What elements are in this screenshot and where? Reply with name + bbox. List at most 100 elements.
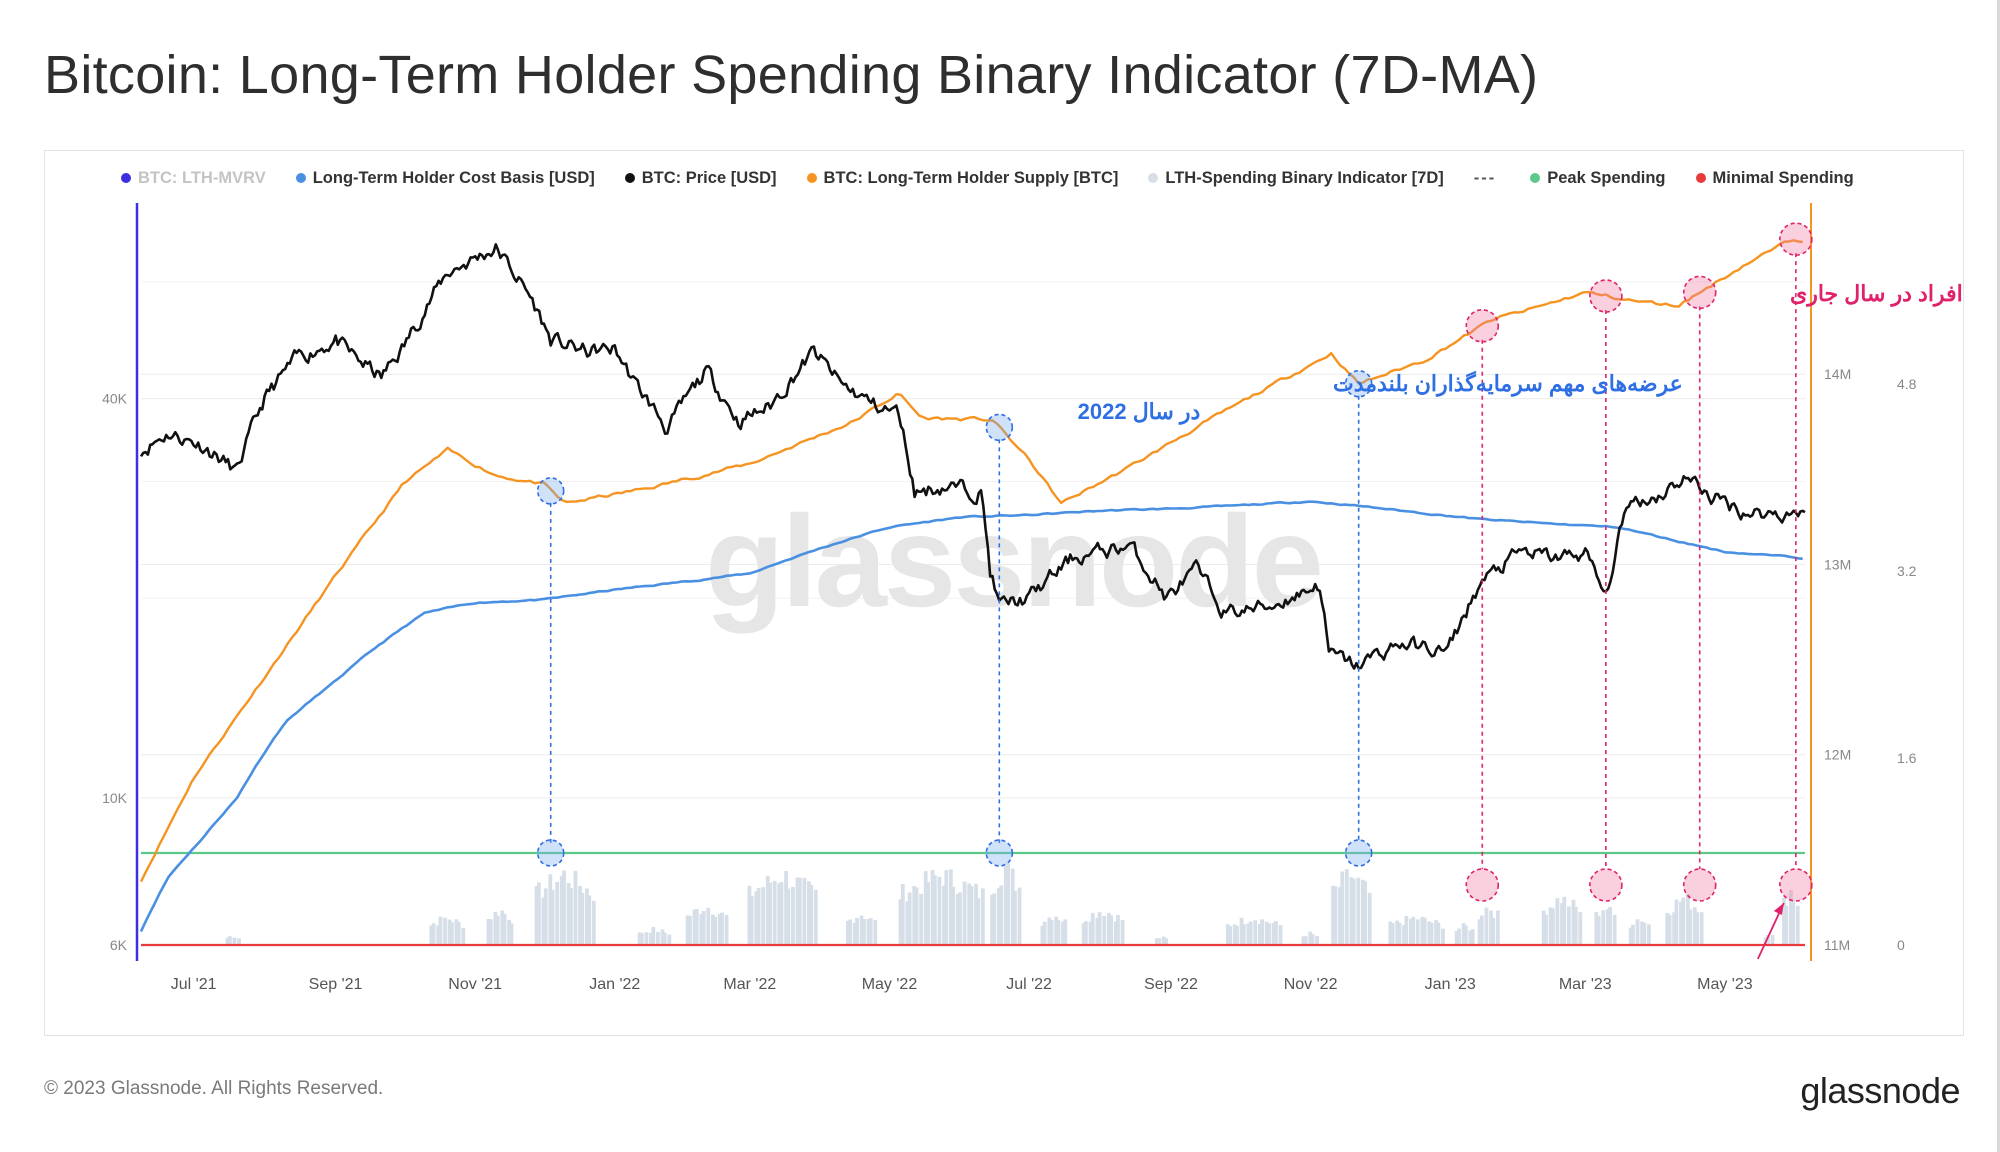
binary-bar <box>859 915 864 945</box>
binary-bar <box>502 914 507 945</box>
legend-item[interactable]: Long-Term Holder Cost Basis [USD] <box>295 169 595 188</box>
binary-bar <box>1578 912 1583 945</box>
binary-bar <box>756 888 761 945</box>
binary-bar <box>923 871 928 945</box>
binary-bar <box>944 870 949 945</box>
binary-bar <box>569 888 573 945</box>
binary-bar <box>431 923 436 945</box>
binary-bar <box>1264 921 1269 945</box>
pink-event-marker-top <box>1779 222 1813 256</box>
legend-item[interactable]: BTC: Long-Term Holder Supply [BTC] <box>806 169 1118 188</box>
binary-bar <box>717 913 722 945</box>
binary-bar <box>1427 921 1432 945</box>
binary-bar <box>660 929 665 945</box>
binary-bar <box>1360 879 1365 945</box>
pink-event-marker-top <box>1682 275 1717 310</box>
binary-bar <box>447 919 452 945</box>
binary-bar <box>1049 919 1054 945</box>
binary-bar <box>1084 921 1088 945</box>
binary-bar <box>227 936 232 945</box>
binary-bar <box>1006 863 1010 945</box>
legend-item[interactable]: LTH-Spending Binary Indicator [7D] <box>1148 169 1444 188</box>
binary-bar <box>699 913 704 945</box>
binary-bar <box>1791 900 1796 945</box>
binary-bar <box>813 889 818 945</box>
legend-item[interactable]: Minimal Spending <box>1695 169 1854 188</box>
binary-bar <box>930 870 935 945</box>
binary-bar <box>1157 938 1162 945</box>
binary-bar <box>1601 910 1606 945</box>
binary-bar <box>765 875 770 945</box>
binary-bar <box>967 883 972 945</box>
blue-event-marker-bottom <box>536 839 565 867</box>
binary-bar <box>1560 903 1564 945</box>
pink-event-marker-bottom <box>1589 868 1623 902</box>
chart-svg: glassnode 6K 10K 40K 11M 12M 13M 14M 0 1.6 3.2 4.8 J… <box>102 203 1963 993</box>
binary-bar <box>981 888 985 945</box>
binary-bar <box>1685 894 1690 945</box>
binary-bar <box>225 937 230 945</box>
binary-bar <box>655 931 660 945</box>
y-supply-tick: 13M <box>1824 556 1851 572</box>
binary-bar <box>662 932 667 945</box>
binary-bar <box>1635 919 1640 945</box>
binary-bar <box>1047 917 1052 945</box>
annotation-pink: خروج مختصر و متعدد این افراد در سال جاری <box>1790 281 1963 307</box>
glassnode-logo[interactable]: glassnode <box>1800 1070 1960 1111</box>
blue-event-marker-top <box>536 477 565 505</box>
binary-bar <box>1228 926 1233 945</box>
binary-bar <box>509 923 514 945</box>
binary-bar <box>461 928 466 945</box>
y-mvrv-tick: 4.8 <box>1897 376 1917 392</box>
binary-bar <box>761 887 766 945</box>
binary-bar <box>456 922 461 945</box>
x-tick: Nov '22 <box>1284 976 1338 993</box>
binary-bar <box>1271 922 1276 945</box>
legend-item[interactable]: BTC: Price [USD] <box>624 169 777 188</box>
binary-bar <box>1395 920 1400 945</box>
x-tick: Sep '21 <box>309 976 363 993</box>
binary-bar <box>1013 890 1017 945</box>
btc-price-line <box>139 243 1806 670</box>
legend-item[interactable]: Peak Spending <box>1530 169 1666 188</box>
binary-bar <box>1647 924 1651 945</box>
binary-bar <box>807 881 811 945</box>
binary-bar <box>710 914 715 945</box>
binary-bar <box>768 882 772 945</box>
binary-bar <box>1436 922 1441 945</box>
legend-dot-icon <box>1695 173 1706 183</box>
binary-bar <box>955 893 960 945</box>
blue-event-marker-top <box>985 413 1014 442</box>
binary-bar <box>1795 905 1800 945</box>
binary-bar <box>562 870 566 945</box>
binary-bar <box>1463 925 1468 945</box>
x-tick: Mar '22 <box>723 976 776 993</box>
binary-bar <box>1397 922 1402 945</box>
binary-bar <box>591 900 596 945</box>
binary-bar <box>1154 938 1159 945</box>
blue-event-marker-bottom <box>1344 839 1373 867</box>
binary-bar <box>786 888 791 945</box>
cost-basis-line <box>139 500 1803 933</box>
binary-bar <box>1415 919 1420 945</box>
binary-bar <box>1608 906 1612 945</box>
watermark: glassnode <box>705 488 1321 634</box>
binary-bar <box>912 885 917 945</box>
binary-bar <box>1388 921 1393 945</box>
binary-bar <box>488 919 493 945</box>
x-tick: Jul '21 <box>171 976 217 993</box>
binary-bar <box>868 918 873 945</box>
binary-bar <box>694 908 699 945</box>
legend-item[interactable]: BTC: LTH-MVRV <box>121 169 266 188</box>
binary-bar <box>1278 925 1283 945</box>
binary-bar <box>1674 899 1679 945</box>
y-mvrv-tick: 1.6 <box>1897 750 1917 766</box>
legend-dot-icon <box>121 173 131 183</box>
binary-bar <box>548 874 553 945</box>
binary-bar <box>1253 920 1258 945</box>
pink-event-marker-bottom <box>1779 868 1813 902</box>
binary-bar <box>1628 927 1633 945</box>
binary-bar <box>486 918 491 945</box>
binary-bar <box>1356 877 1361 945</box>
binary-bar <box>747 885 752 945</box>
